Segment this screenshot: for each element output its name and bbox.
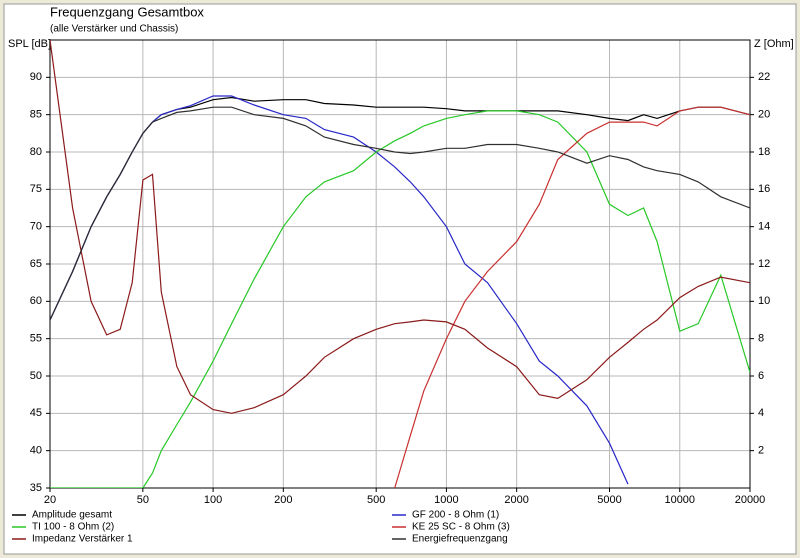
- legend-label: Energiefrequenzgang: [412, 534, 508, 545]
- y2-tick-label: 22: [758, 71, 770, 83]
- legend-label: TI 100 - 8 Ohm (2): [32, 522, 114, 533]
- y2-tick-label: 20: [758, 109, 770, 121]
- x-tick-label: 5000: [597, 494, 621, 506]
- plot-border: [49, 39, 751, 489]
- y-tick-label: 85: [30, 109, 42, 121]
- x-tick-label: 20: [44, 494, 56, 506]
- y-tick-label: 60: [30, 295, 42, 307]
- x-tick-label: 200: [274, 494, 292, 506]
- y2-tick-label: 12: [758, 258, 770, 270]
- y2-tick-label: 8: [758, 333, 764, 345]
- y-tick-label: 70: [30, 221, 42, 233]
- y2-tick-label: 4: [758, 407, 764, 419]
- chart-title: Frequenzgang Gesamtbox: [50, 4, 204, 19]
- legend-label: Amplitude gesamt: [32, 510, 112, 521]
- legend-label: GF 200 - 8 Ohm (1): [412, 510, 499, 521]
- y-tick-label: 35: [30, 482, 42, 494]
- legend-label: Impedanz Verstärker 1: [32, 534, 133, 545]
- y-tick-label: 80: [30, 146, 42, 158]
- y-tick-label: 65: [30, 258, 42, 270]
- y2-tick-label: 2: [758, 445, 764, 457]
- series-line: [50, 110, 750, 488]
- x-tick-label: 2000: [504, 494, 528, 506]
- x-tick-label: 50: [137, 494, 149, 506]
- y2-tick-label: 10: [758, 295, 770, 307]
- y-tick-label: 50: [30, 370, 42, 382]
- y2-tick-label: 18: [758, 146, 770, 158]
- x-tick-label: 100: [204, 494, 222, 506]
- x-tick-label: 10000: [664, 494, 695, 506]
- x-tick-label: 20000: [735, 494, 766, 506]
- series-line: [394, 106, 750, 488]
- y2-tick-label: 14: [758, 221, 770, 233]
- plot-lines: [50, 40, 750, 488]
- y-tick-label: 55: [30, 333, 42, 345]
- x-tick-label: 1000: [434, 494, 458, 506]
- y-axis-label: SPL [dB]: [8, 38, 51, 50]
- x-tick-label: 500: [367, 494, 385, 506]
- y-tick-label: 40: [30, 445, 42, 457]
- series-line: [50, 40, 750, 414]
- y2-tick-label: 6: [758, 370, 764, 382]
- series-line: [50, 106, 750, 321]
- y-tick-label: 90: [30, 71, 42, 83]
- legend-label: KE 25 SC - 8 Ohm (3): [412, 522, 510, 533]
- y-tick-label: 75: [30, 183, 42, 195]
- y2-axis-label: Z [Ohm]: [754, 38, 794, 50]
- y-tick-label: 45: [30, 407, 42, 419]
- y2-tick-label: 16: [758, 183, 770, 195]
- chart-subtitle: (alle Verstärker und Chassis): [50, 24, 178, 35]
